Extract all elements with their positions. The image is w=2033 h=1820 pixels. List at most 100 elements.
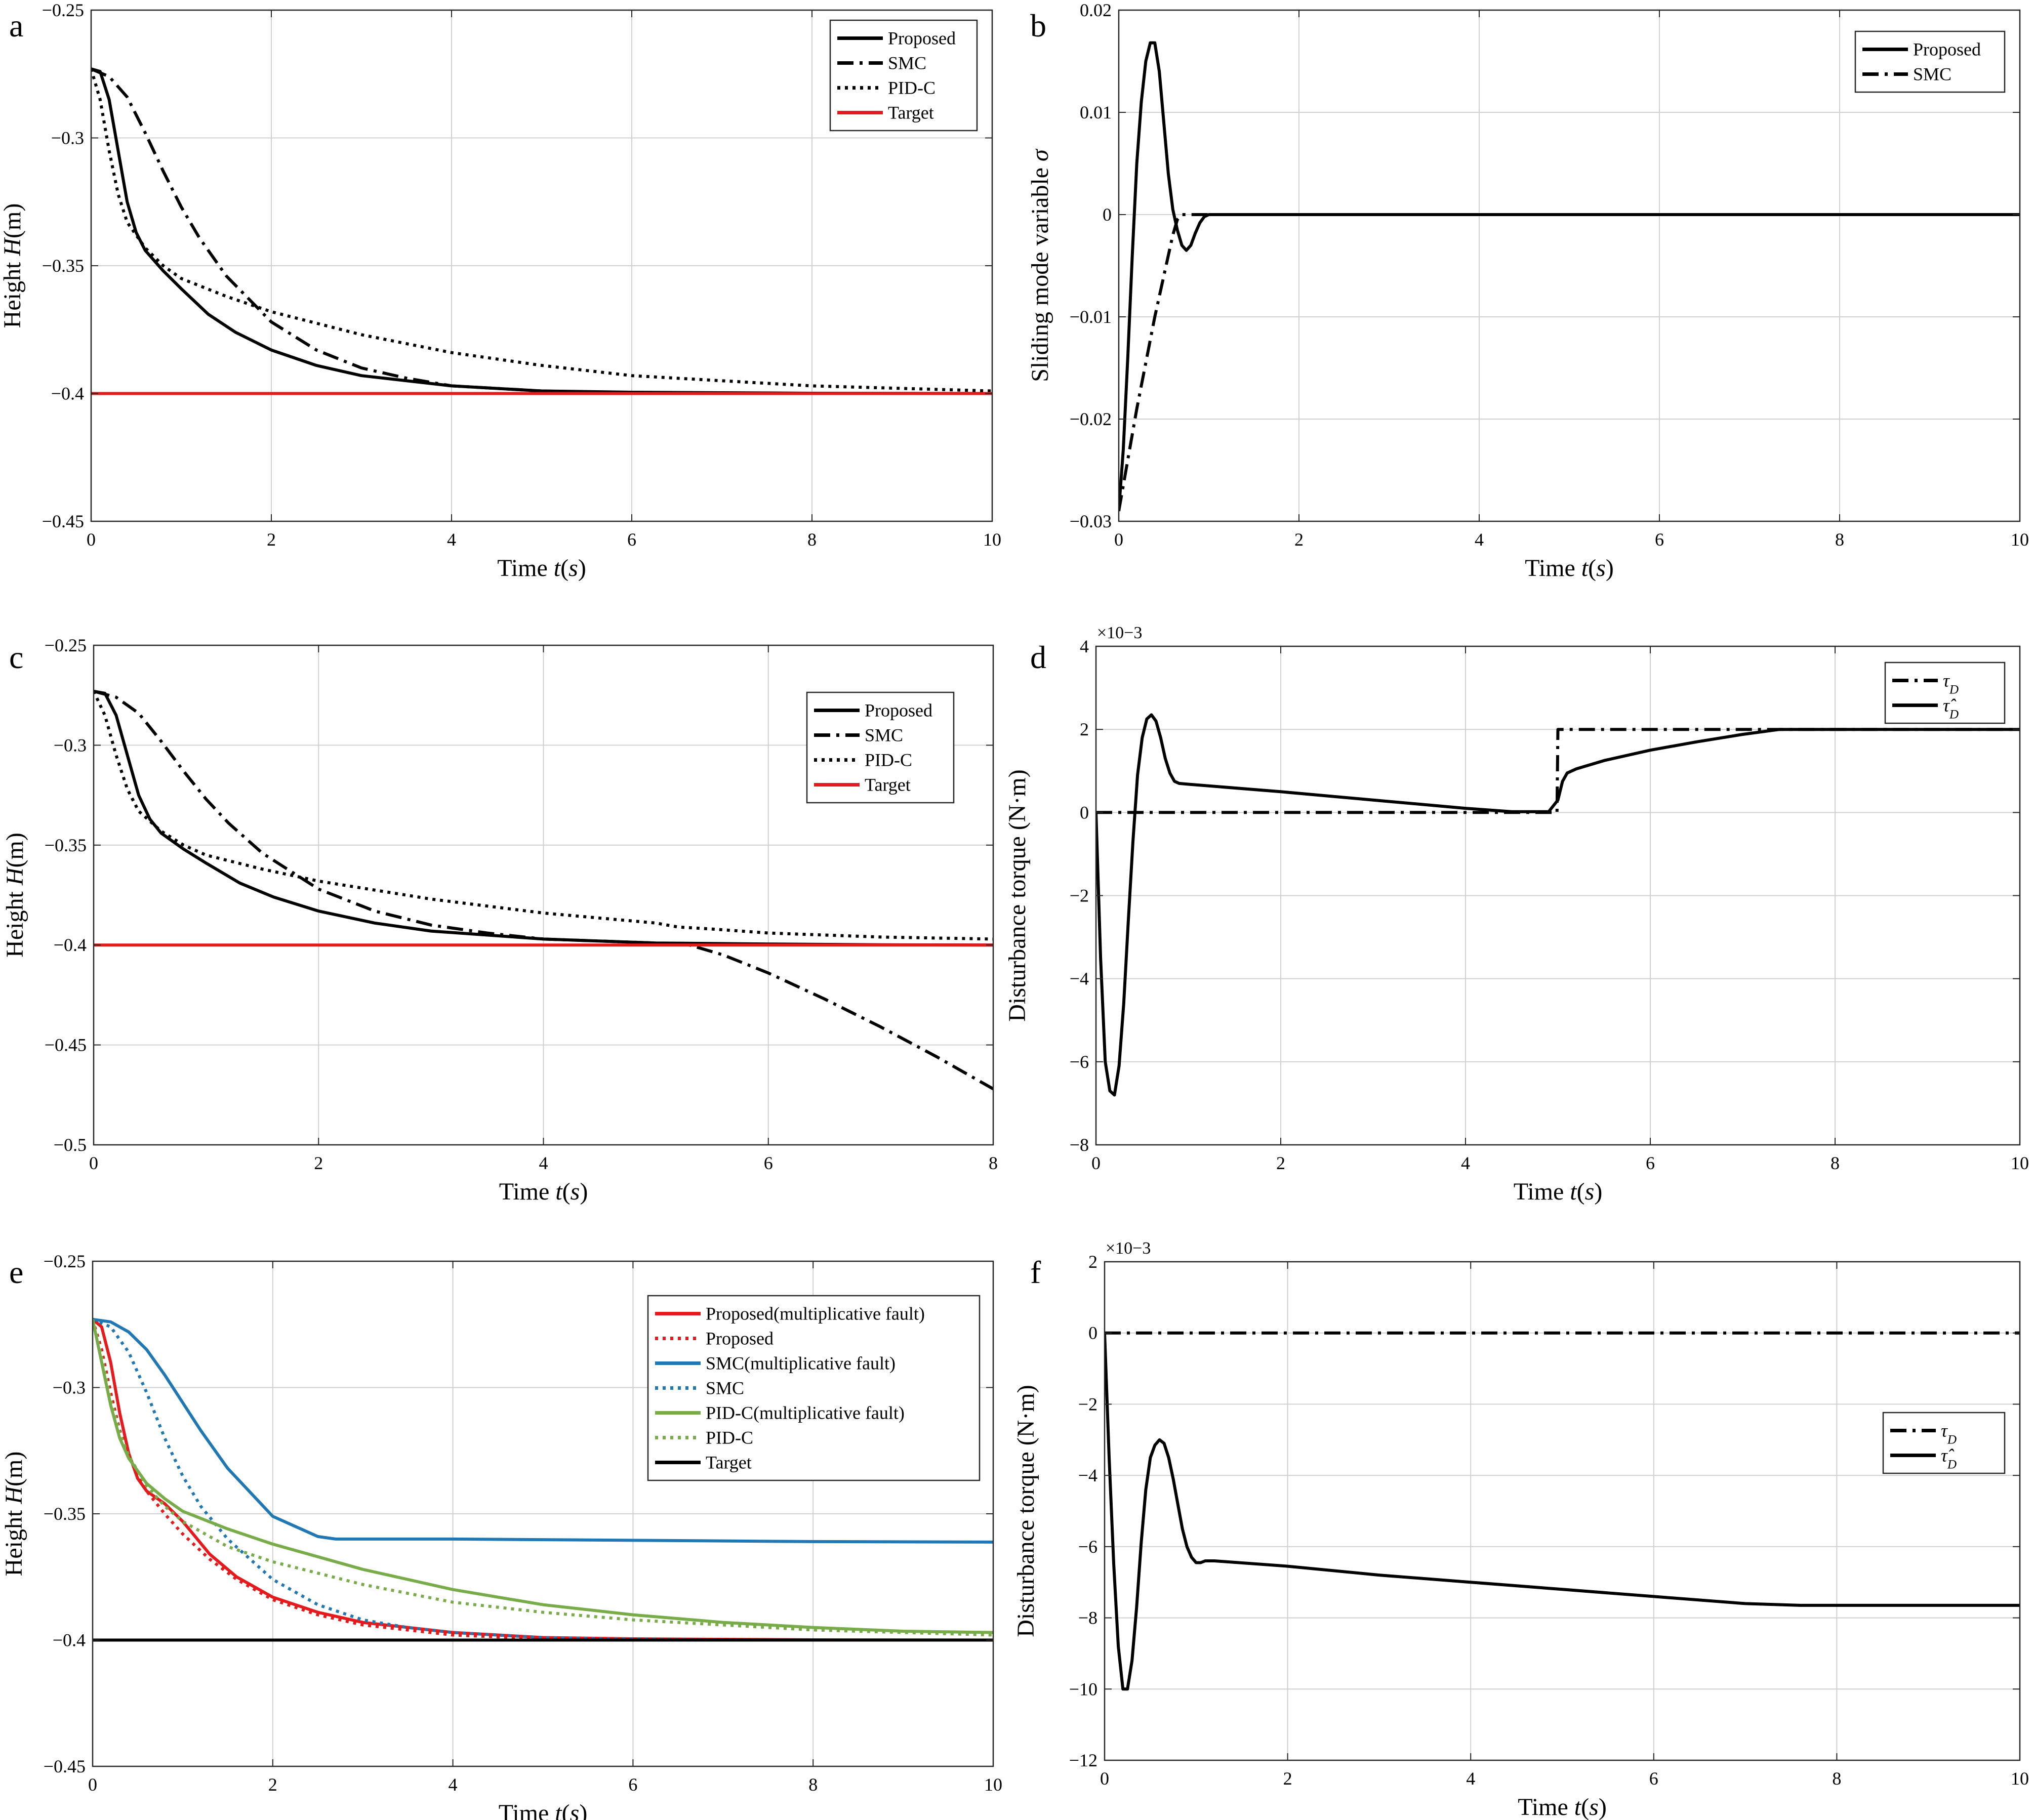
legend-entry: Proposed xyxy=(888,28,956,49)
legend: τDτ̂D xyxy=(1884,661,2006,724)
y-tick-label: −6 xyxy=(1070,1052,1089,1072)
x-tick-label: 8 xyxy=(807,529,817,550)
axes-box xyxy=(1104,1261,2021,1761)
y-tick-label: −0.45 xyxy=(45,1035,87,1055)
y-tick-label: −0.4 xyxy=(51,384,84,404)
x-tick-label: 4 xyxy=(1461,1153,1470,1173)
y-tick-label: −0.3 xyxy=(51,128,84,148)
legend-entry: PID-C xyxy=(865,750,912,770)
y-tick-label: −0.3 xyxy=(53,1378,86,1398)
y-axis-label: Height H(m) xyxy=(0,203,26,328)
y-tick-label: −8 xyxy=(1070,1135,1089,1155)
x-tick-label: 8 xyxy=(1831,1153,1840,1173)
legend-box xyxy=(1884,661,2006,724)
y-tick-label: 0.01 xyxy=(1080,102,1112,122)
y-tick-label: −0.25 xyxy=(44,1251,86,1271)
legend-entry: PID-C xyxy=(706,1428,753,1448)
series-group xyxy=(1119,41,2020,512)
y-tick-label: 0.02 xyxy=(1080,0,1112,20)
series-line-smc-multiplicative-fault- xyxy=(93,1317,993,1544)
panel-f: 0 2 4 6 8 10 −12 −10 −8 −6 −4 −2 0 2 ×10−3 Time t(s) Dis… xyxy=(1012,1239,2029,1820)
legend-entry: SMC(multiplicative fault) xyxy=(706,1353,896,1374)
y-tick-label: −0.3 xyxy=(54,735,87,755)
legend-entry: SMC xyxy=(865,725,903,746)
panel-label: e xyxy=(9,1254,23,1290)
y-tick-label: −0.45 xyxy=(42,511,84,531)
x-tick-label: 8 xyxy=(808,1774,818,1795)
y-tick-label: −0.02 xyxy=(1070,409,1112,429)
y-axis-label: Sliding mode variable σ xyxy=(1027,148,1053,382)
y-tick-label: −0.5 xyxy=(54,1135,87,1155)
panel-label: b xyxy=(1030,8,1046,44)
x-tick-label: 0 xyxy=(88,1774,97,1795)
y-tick-label: −0.01 xyxy=(1070,307,1112,327)
series-group xyxy=(1096,713,2020,1097)
panel-a: 0 2 4 6 8 10 −0.45 −0.4 −0.35 −0.3 −0.25 Time t(s) H… xyxy=(0,0,1001,582)
series-line-pid-c xyxy=(94,690,993,941)
legend: τDτ̂D xyxy=(1882,1412,2006,1474)
x-tick-label: 2 xyxy=(314,1153,323,1173)
y-tick-label: −2 xyxy=(1070,886,1089,906)
y-tick-label: −0.25 xyxy=(42,0,84,20)
legend-entry: Proposed xyxy=(706,1329,774,1349)
y-exponent-label: ×10−3 xyxy=(1097,624,1142,642)
panel-c: 0 2 4 6 8 −0.5 −0.45 −0.4 −0.35 −0.3 −0.25 Time t(s… xyxy=(2,635,998,1205)
y-tick-label: −6 xyxy=(1078,1537,1097,1557)
series-group xyxy=(91,67,992,395)
x-tick-label: 6 xyxy=(1649,1768,1658,1789)
x-axis-label: Time t(s) xyxy=(497,555,586,582)
panel-label: c xyxy=(9,639,23,675)
legend-entry: τD xyxy=(1941,1421,1957,1447)
y-tick-label: −0.4 xyxy=(53,1630,86,1650)
x-tick-label: 0 xyxy=(89,1153,98,1173)
x-tick-label: 4 xyxy=(449,1774,458,1795)
x-tick-label: 2 xyxy=(268,1774,277,1795)
x-axis-label: Time t(s) xyxy=(1518,1794,1607,1820)
legend-entry: Proposed xyxy=(1913,39,1981,60)
series-line--d xyxy=(1096,713,2020,1097)
legend-entry: SMC xyxy=(888,53,926,73)
panel-label: f xyxy=(1030,1254,1041,1290)
y-axis-label: Height H(m) xyxy=(2,833,28,958)
x-tick-label: 0 xyxy=(1100,1768,1109,1789)
plot-area xyxy=(1105,1262,2020,1760)
grid xyxy=(91,10,992,521)
legend-entry: PID-C(multiplicative fault) xyxy=(706,1403,905,1423)
x-axis-label: Time t(s) xyxy=(499,1178,588,1205)
series-line-smc xyxy=(91,67,992,395)
y-tick-label: −0.35 xyxy=(42,256,84,276)
x-tick-label: 2 xyxy=(1283,1768,1292,1789)
series-group xyxy=(1105,1331,2020,1691)
panel-label: a xyxy=(9,8,23,44)
y-axis-label: Disturbance torque (N·m) xyxy=(1012,1385,1039,1637)
y-axis-label: Height H(m) xyxy=(1,1452,27,1577)
x-tick-label: 4 xyxy=(447,529,456,550)
series-line-smc xyxy=(1119,213,2020,512)
x-tick-label: 6 xyxy=(1655,529,1664,550)
y-tick-label: −4 xyxy=(1070,969,1089,989)
x-tick-label: 10 xyxy=(983,529,1001,550)
y-exponent-label: ×10−3 xyxy=(1106,1239,1151,1258)
x-tick-label: 0 xyxy=(1114,529,1123,550)
legend-box xyxy=(1882,1412,2006,1474)
legend-entry: SMC xyxy=(706,1378,744,1398)
legend-entry: Target xyxy=(888,103,934,123)
series-line-proposed xyxy=(94,689,993,947)
x-tick-label: 6 xyxy=(1646,1153,1655,1173)
panel-e: 0 2 4 6 8 10 −0.45 −0.4 −0.35 −0.3 −0.25 Time t(s) H… xyxy=(1,1251,1002,1820)
series-group xyxy=(93,1317,993,1642)
x-tick-label: 4 xyxy=(1475,529,1484,550)
x-tick-label: 10 xyxy=(984,1774,1002,1795)
y-tick-label: −2 xyxy=(1078,1394,1097,1414)
y-tick-label: 0 xyxy=(1088,1323,1097,1343)
y-tick-label: −0.03 xyxy=(1070,511,1112,531)
x-tick-label: 8 xyxy=(1835,529,1844,550)
x-axis-label: Time t(s) xyxy=(1514,1178,1603,1205)
y-axis-label: Disturbance torque (N·m) xyxy=(1004,769,1031,1022)
legend-entry: Target xyxy=(706,1453,752,1473)
x-tick-label: 10 xyxy=(2011,529,2029,550)
y-tick-label: 2 xyxy=(1088,1252,1097,1272)
x-tick-label: 10 xyxy=(2011,1153,2029,1173)
legend: Proposed SMC PID-C Target xyxy=(806,691,955,804)
